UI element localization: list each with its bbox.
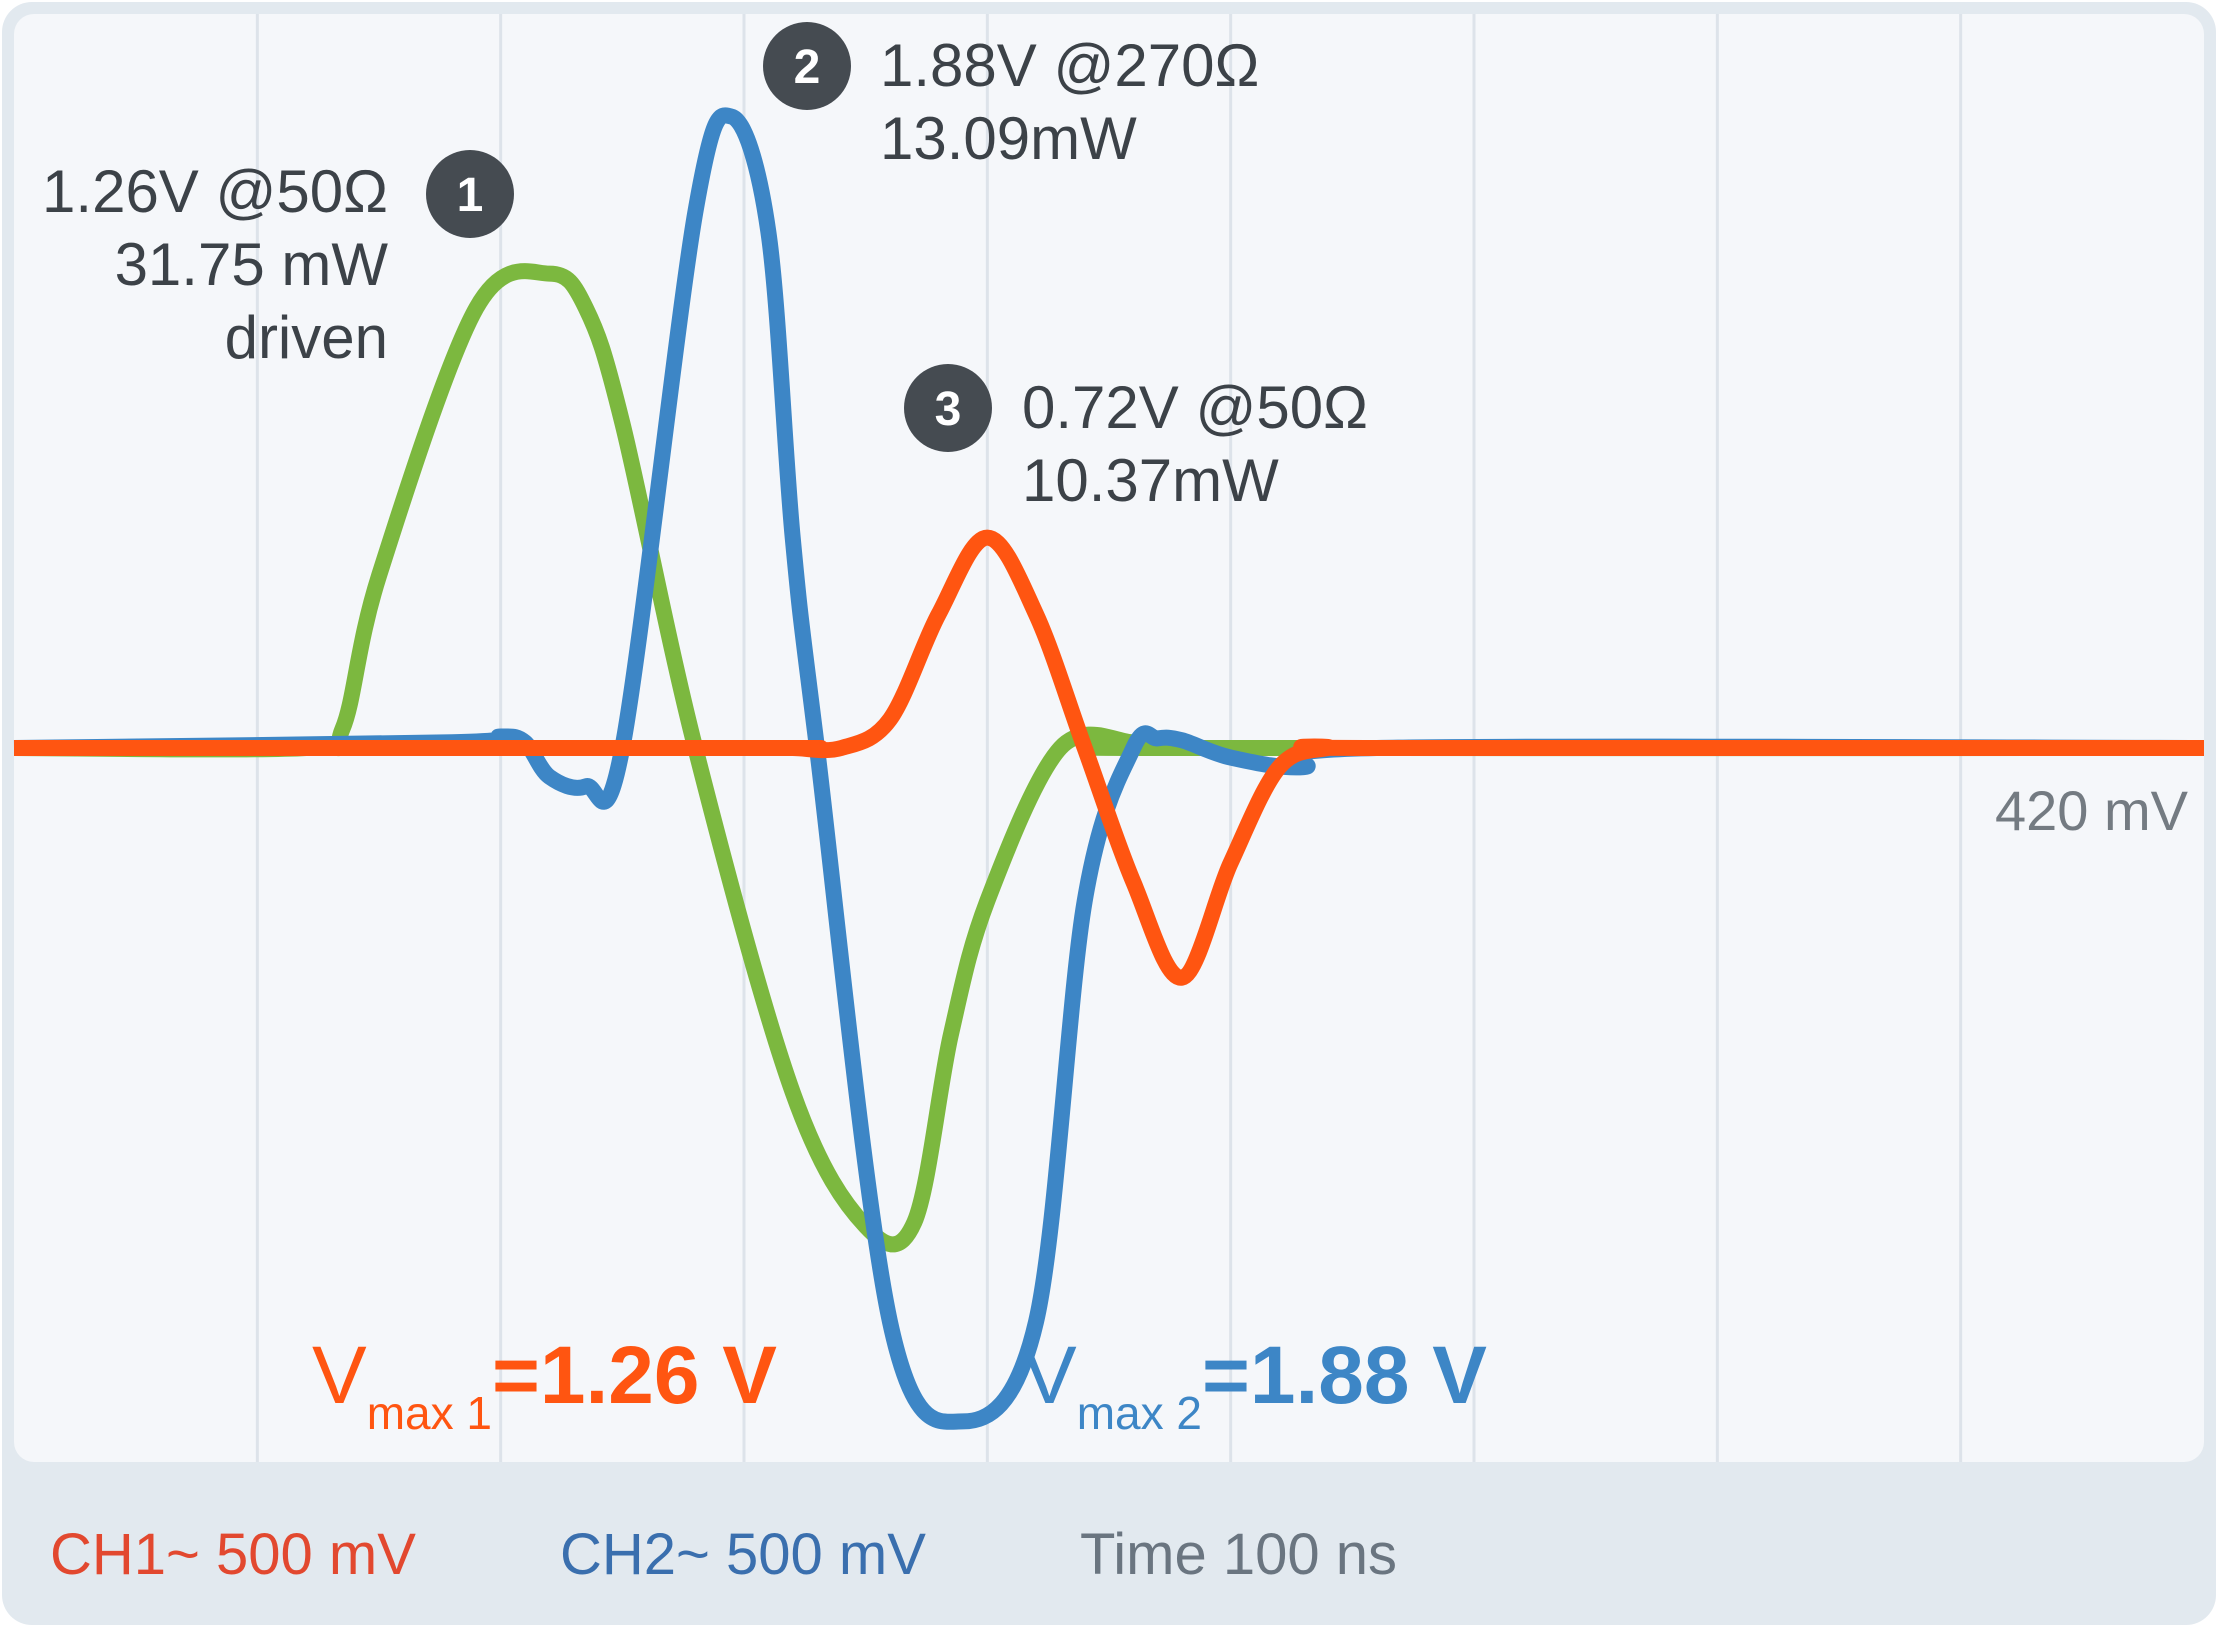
- annotation-line: 1.26V @50Ω: [42, 158, 388, 225]
- level-label: 420 mV: [1995, 779, 2189, 842]
- grid: [255, 14, 1963, 1462]
- annotation-line: driven: [225, 304, 388, 371]
- annotation-badge: [904, 364, 992, 452]
- annotation-number: 2: [794, 41, 821, 94]
- traces: [13, 107, 2205, 1430]
- vmax2-label: Vmax 2=1.88 V: [1022, 1330, 1487, 1439]
- annotation-line: 0.72V @50Ω: [1022, 374, 1368, 441]
- annotation-badge: [763, 22, 851, 110]
- annotation-line: 1.88V @270Ω: [880, 32, 1259, 99]
- vmax2-subscript: max 2: [1077, 1387, 1202, 1439]
- footer-ch2: CH2~ 500 mV: [560, 1522, 926, 1587]
- footer-time: Time 100 ns: [1080, 1522, 1397, 1587]
- annotation-line: 13.09mW: [880, 105, 1137, 172]
- footer-ch1: CH1~ 500 mV: [50, 1522, 416, 1587]
- annotation-badge: [426, 150, 514, 238]
- vmax1-value: =1.26 V: [492, 1330, 777, 1421]
- trace-2: [13, 107, 2205, 1430]
- annotation-line: 31.75 mW: [115, 231, 389, 298]
- vmax1-subscript: max 1: [367, 1387, 492, 1439]
- vmax2-v: V: [1022, 1330, 1077, 1421]
- vmax2-value: =1.88 V: [1202, 1330, 1487, 1421]
- annotation-number: 1: [457, 169, 484, 222]
- annotation-number: 3: [935, 383, 962, 436]
- trace-3: [13, 529, 2205, 986]
- vmax1-label: Vmax 1=1.26 V: [312, 1330, 777, 1439]
- annotation-line: 10.37mW: [1022, 447, 1279, 514]
- vmax1-v: V: [312, 1330, 367, 1421]
